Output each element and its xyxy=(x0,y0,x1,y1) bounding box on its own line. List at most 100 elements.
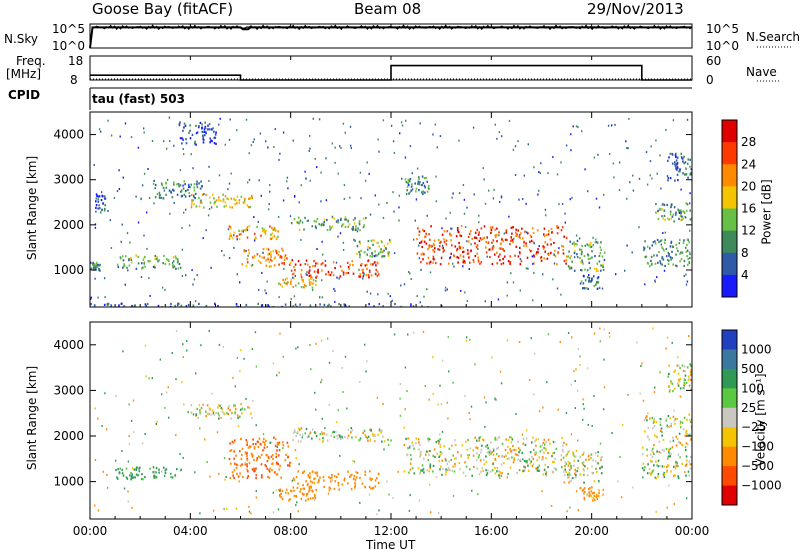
velocity-cell-2 xyxy=(239,450,241,453)
power-cell-13 xyxy=(442,250,444,253)
power-scatter-cell xyxy=(364,179,367,182)
power-cell-14 xyxy=(586,269,589,272)
velocity-cell-3 xyxy=(302,487,305,490)
velocity-scatter-cell xyxy=(575,490,578,493)
power-scatter-cell xyxy=(245,249,247,252)
velocity-cell-5 xyxy=(370,428,372,431)
velocity-cell-9 xyxy=(643,419,646,422)
velocity-ylabel: Slant Range [km] xyxy=(25,365,40,471)
power-cell-10 xyxy=(362,217,365,220)
power-cell-3 xyxy=(177,182,180,186)
velocity-cell-0 xyxy=(155,471,157,474)
velocity-cell-6 xyxy=(514,453,517,456)
velocity-cell-6 xyxy=(485,469,487,472)
power-scatter-cell xyxy=(444,286,447,289)
velocity-cell-1 xyxy=(227,412,229,416)
velocity-scatter-cell xyxy=(244,461,247,464)
velocity-cell-0 xyxy=(115,468,117,472)
velocity-cell-6 xyxy=(504,454,507,457)
power-cell-13 xyxy=(501,238,503,241)
power-cell-14 xyxy=(576,253,578,256)
velocity-scatter-cell xyxy=(255,490,257,493)
power-cell-18 xyxy=(676,166,679,169)
velocity-scatter-cell xyxy=(182,343,184,346)
power-cell-13 xyxy=(423,240,426,243)
velocity-cell-4 xyxy=(301,492,304,495)
velocity-cell-3 xyxy=(343,477,346,480)
power-cell-16 xyxy=(644,255,647,258)
power-scatter-cell xyxy=(587,190,589,193)
velocity-cell-6 xyxy=(475,459,478,462)
power-cell-0 xyxy=(92,266,95,269)
velocity-cell-8 xyxy=(588,495,591,498)
velocity-scatter-cell xyxy=(521,433,524,436)
velocity-cell-0 xyxy=(129,474,131,477)
velocity-cell-7 xyxy=(567,476,569,479)
velocity-scatter-cell xyxy=(128,403,130,406)
velocity-colorbar-swatch xyxy=(722,485,737,506)
power-cell-11 xyxy=(381,251,383,254)
velocity-cell-4 xyxy=(306,492,309,495)
velocity-scatter-cell xyxy=(159,358,161,361)
velocity-scatter-cell xyxy=(314,391,316,394)
power-cell-8 xyxy=(348,267,350,271)
velocity-cell-5 xyxy=(336,434,338,437)
velocity-cell-6 xyxy=(527,464,529,467)
velocity-cell-5 xyxy=(358,439,360,442)
velocity-scatter-cell xyxy=(429,463,431,466)
power-cell-17 xyxy=(662,202,665,206)
velocity-cell-5 xyxy=(369,438,372,441)
power-scatter-cell xyxy=(258,288,260,291)
velocity-cell-5 xyxy=(351,436,353,439)
velocity-cell-0 xyxy=(134,476,136,479)
velocity-scatter-cell xyxy=(342,391,344,393)
velocity-scatter-cell xyxy=(690,425,692,428)
power-cell-12 xyxy=(419,181,421,184)
power-cell-5 xyxy=(216,205,218,208)
velocity-cell-2 xyxy=(229,476,232,480)
power-scatter-cell xyxy=(121,223,123,226)
power-scatter-cell xyxy=(392,191,394,194)
velocity-scatter-cell xyxy=(503,455,506,458)
velocity-cell-1 xyxy=(196,407,198,410)
power-cell-8 xyxy=(313,270,316,273)
velocity-cell-3 xyxy=(330,480,332,483)
velocity-cell-6 xyxy=(449,469,451,472)
velocity-cell-5 xyxy=(366,437,369,440)
velocity-scatter-cell xyxy=(466,454,469,457)
velocity-cell-3 xyxy=(338,488,340,491)
power-cell-14 xyxy=(595,267,598,271)
power-cell-18 xyxy=(680,152,683,155)
velocity-cell-9 xyxy=(646,419,648,422)
velocity-cell-10 xyxy=(673,370,675,373)
power-cell-12 xyxy=(408,180,411,183)
power-scatter-cell xyxy=(655,139,657,142)
velocity-cell-6 xyxy=(461,444,464,447)
power-cell-13 xyxy=(466,249,469,252)
power-cell-10 xyxy=(323,218,326,221)
power-cell-13 xyxy=(428,244,431,247)
velocity-scatter-cell xyxy=(688,335,690,337)
velocity-cell-10 xyxy=(686,366,689,369)
power-scatter-cell xyxy=(492,197,495,200)
power-cell-13 xyxy=(557,252,559,255)
power-scatter-cell xyxy=(207,214,210,217)
velocity-scatter-cell xyxy=(451,444,453,447)
velocity-cell-0 xyxy=(153,470,156,473)
power-cell-15 xyxy=(589,280,592,283)
power-cell-9 xyxy=(279,283,282,286)
power-cell-1 xyxy=(99,211,102,214)
velocity-scatter-cell xyxy=(671,341,673,344)
power-cell-11 xyxy=(385,247,387,250)
power-cell-13 xyxy=(462,250,464,254)
velocity-scatter-cell xyxy=(328,489,330,492)
power-scatter-cell xyxy=(223,254,225,257)
velocity-cell-6 xyxy=(464,474,467,477)
power-scatter-cell xyxy=(300,184,302,187)
power-cell-7 xyxy=(267,248,270,251)
power-scatter-cell xyxy=(188,224,191,227)
velocity-cell-9 xyxy=(661,448,664,451)
power-cell-6 xyxy=(232,237,234,240)
power-cell-17 xyxy=(662,217,665,220)
velocity-cell-7 xyxy=(583,481,585,484)
